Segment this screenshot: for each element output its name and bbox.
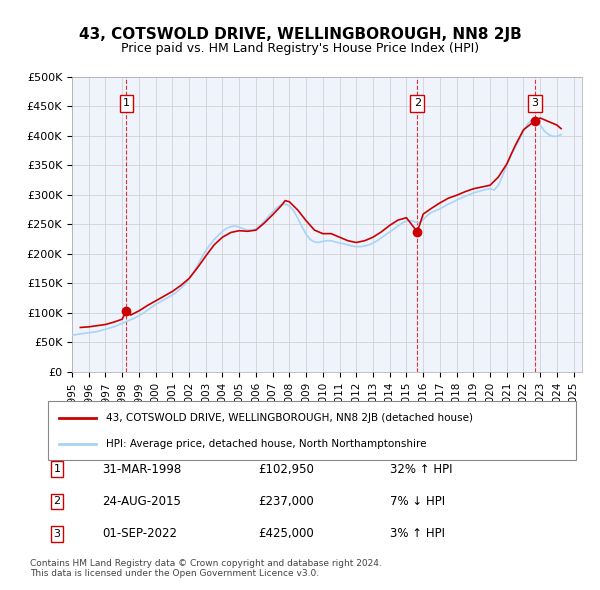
- Text: £425,000: £425,000: [258, 527, 314, 540]
- Text: Contains HM Land Registry data © Crown copyright and database right 2024.
This d: Contains HM Land Registry data © Crown c…: [30, 559, 382, 578]
- Text: 7% ↓ HPI: 7% ↓ HPI: [390, 495, 445, 508]
- Text: 24-AUG-2015: 24-AUG-2015: [102, 495, 181, 508]
- Text: Price paid vs. HM Land Registry's House Price Index (HPI): Price paid vs. HM Land Registry's House …: [121, 42, 479, 55]
- Text: 43, COTSWOLD DRIVE, WELLINGBOROUGH, NN8 2JB (detached house): 43, COTSWOLD DRIVE, WELLINGBOROUGH, NN8 …: [106, 413, 473, 422]
- Text: 2: 2: [414, 99, 421, 108]
- Text: 2: 2: [53, 497, 61, 506]
- Text: 1: 1: [53, 464, 61, 474]
- Text: HPI: Average price, detached house, North Northamptonshire: HPI: Average price, detached house, Nort…: [106, 439, 427, 448]
- Text: 3: 3: [531, 99, 538, 108]
- Text: £102,950: £102,950: [258, 463, 314, 476]
- Text: 3: 3: [53, 529, 61, 539]
- Text: 43, COTSWOLD DRIVE, WELLINGBOROUGH, NN8 2JB: 43, COTSWOLD DRIVE, WELLINGBOROUGH, NN8 …: [79, 27, 521, 41]
- Text: 01-SEP-2022: 01-SEP-2022: [102, 527, 177, 540]
- FancyBboxPatch shape: [48, 401, 576, 460]
- Text: 3% ↑ HPI: 3% ↑ HPI: [390, 527, 445, 540]
- Text: 31-MAR-1998: 31-MAR-1998: [102, 463, 181, 476]
- Text: 32% ↑ HPI: 32% ↑ HPI: [390, 463, 452, 476]
- Text: 1: 1: [123, 99, 130, 108]
- Text: £237,000: £237,000: [258, 495, 314, 508]
